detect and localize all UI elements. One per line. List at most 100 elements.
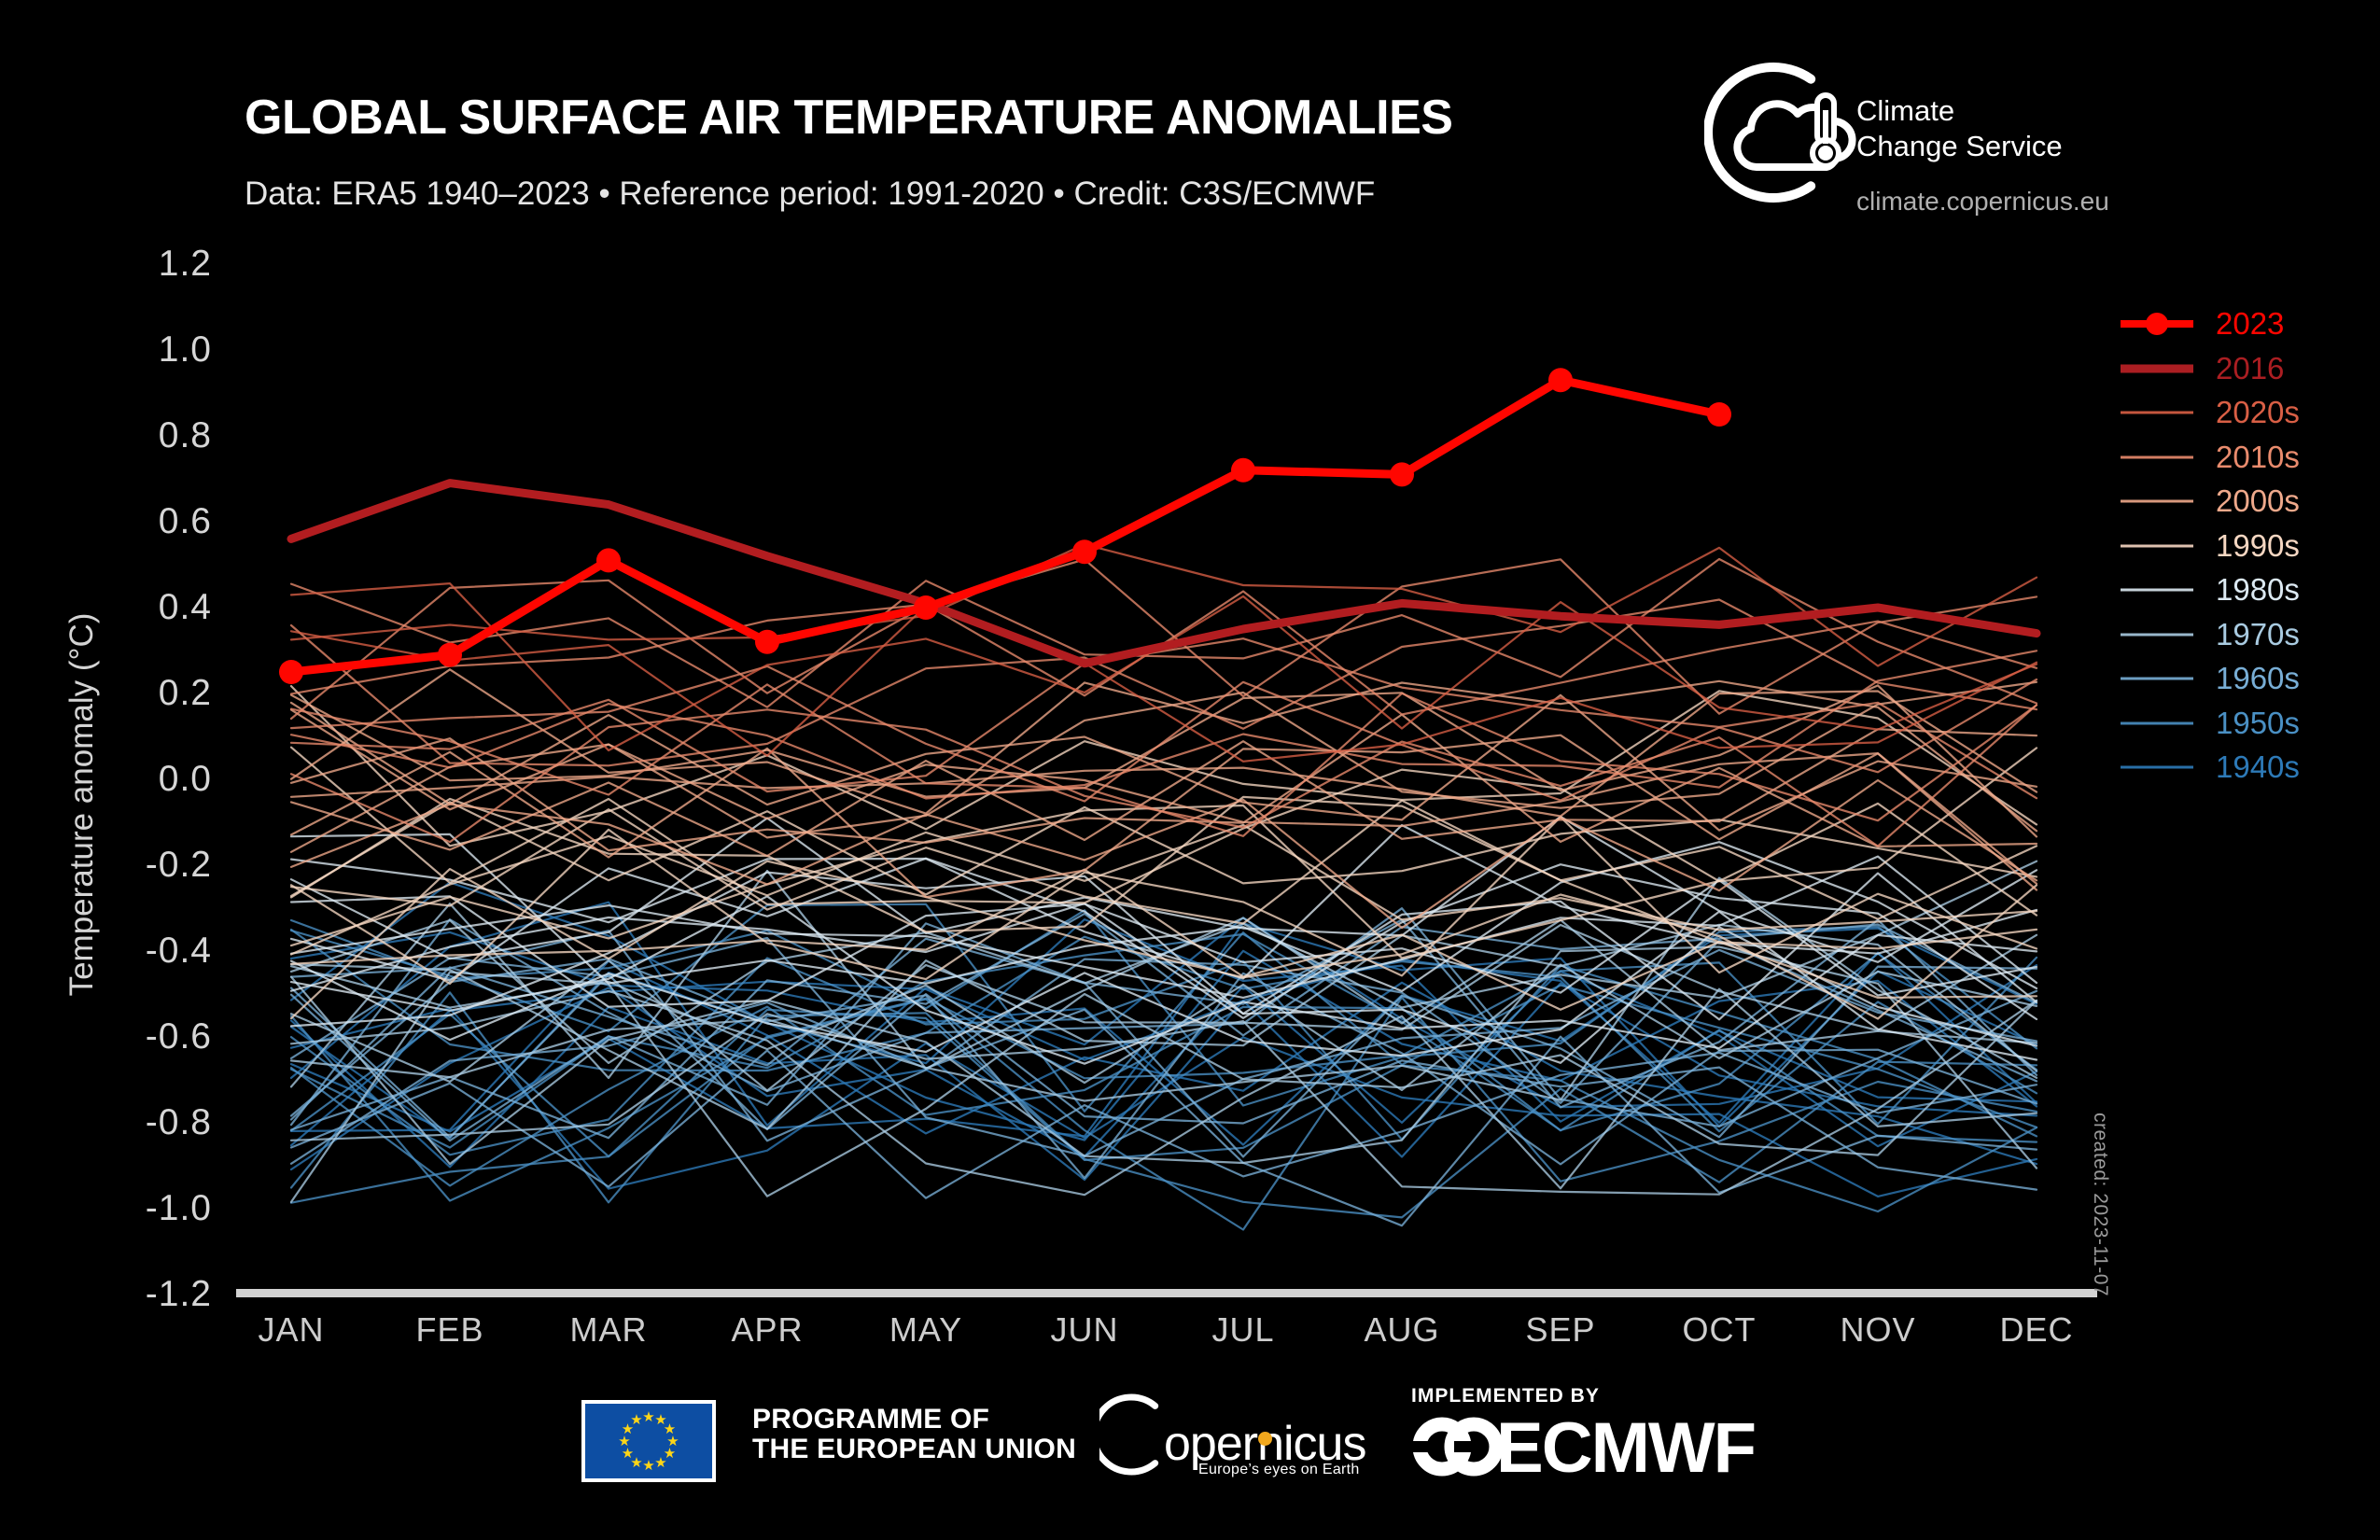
year-line-2006 — [289, 690, 2038, 818]
year-line-1981 — [289, 855, 2038, 1000]
year-line-2017 — [289, 558, 2038, 721]
y-tick-label-0.4: 0.4 — [158, 587, 212, 627]
year-line-2007 — [289, 668, 2038, 833]
legend-swatch-1960s — [2121, 677, 2193, 680]
legend-label-2023: 2023 — [2216, 306, 2285, 341]
legend-label-1960s: 1960s — [2216, 661, 2300, 695]
legend-item-2016: 2016 — [2119, 348, 2284, 389]
x-tick-label-FEB: FEB — [415, 1310, 484, 1349]
eu-star-icon: ★ — [642, 1458, 655, 1474]
year-line-1988 — [289, 815, 2038, 963]
year-line-1955 — [289, 991, 2038, 1219]
x-tick-label-NOV: NOV — [1840, 1310, 1916, 1349]
legend-label-2020s: 2020s — [2216, 395, 2300, 429]
series-2023-marker-MAR — [596, 548, 621, 573]
eu-star-icon: ★ — [618, 1434, 631, 1449]
legend-swatch-1940s — [2121, 765, 2193, 769]
legend-item-1990s: 1990s — [2119, 525, 2300, 567]
year-line-2001 — [289, 728, 2038, 858]
x-tick-label-DEC: DEC — [1999, 1310, 2074, 1349]
y-tick-label-0.8: 0.8 — [158, 415, 212, 455]
legend-swatch-1990s — [2121, 544, 2193, 547]
year-line-1963 — [289, 912, 2038, 1140]
y-tick-label--1.2: -1.2 — [145, 1274, 212, 1314]
y-tick-label-0.0: 0.0 — [158, 759, 212, 799]
eu-programme-line1: PROGRAMME OF — [752, 1404, 990, 1435]
series-line-2016 — [287, 479, 2041, 668]
y-tick-label--0.6: -0.6 — [145, 1016, 212, 1057]
year-line-2020 — [289, 543, 2038, 667]
eu-flag-stars: ★ ★ ★ ★ ★ ★ ★ ★ ★ ★ ★ ★ — [585, 1404, 712, 1478]
y-tick-label-1.0: 1.0 — [158, 329, 212, 370]
year-line-2008 — [289, 734, 2038, 899]
year-line-1972 — [289, 923, 2038, 1092]
eu-programme-line2: THE EUROPEAN UNION — [752, 1434, 1076, 1464]
year-line-1979 — [289, 876, 2038, 1102]
x-tick-label-OCT: OCT — [1682, 1310, 1757, 1349]
legend-item-2020s: 2020s — [2119, 392, 2300, 433]
legend-label-2010s: 2010s — [2216, 439, 2300, 474]
eu-star-icon: ★ — [642, 1409, 655, 1425]
legend-item-1970s: 1970s — [2119, 614, 2300, 655]
eu-star-icon: ★ — [663, 1421, 677, 1437]
eu-programme-label: PROGRAMME OF THE EUROPEAN UNION — [752, 1405, 1076, 1464]
year-line-1975 — [289, 945, 2038, 1169]
legend-swatch-2000s — [2121, 499, 2193, 503]
x-tick-label-JUL: JUL — [1211, 1310, 1275, 1349]
year-line-2018 — [289, 598, 2038, 767]
year-line-1965 — [289, 1049, 2038, 1199]
ecmwf-logo-icon — [1403, 1411, 1507, 1484]
legend-label-1990s: 1990s — [2216, 527, 2300, 563]
chart-subtitle: Data: ERA5 1940–2023 • Reference period:… — [245, 175, 1376, 212]
year-line-1998 — [289, 684, 2038, 847]
legend-item-2000s: 2000s — [2119, 481, 2300, 522]
y-tick-label--1.0: -1.0 — [145, 1188, 212, 1228]
year-line-2015 — [289, 590, 2038, 716]
eu-star-icon: ★ — [654, 1412, 667, 1429]
eu-star-icon: ★ — [621, 1421, 635, 1437]
eu-flag: ★ ★ ★ ★ ★ ★ ★ ★ ★ ★ ★ ★ — [581, 1400, 716, 1482]
year-line-1995 — [289, 799, 2038, 925]
eu-star-icon: ★ — [621, 1446, 635, 1462]
year-line-1980 — [289, 871, 2038, 1028]
series-2023-marker-SEP — [1548, 368, 1573, 393]
year-line-1996 — [289, 802, 2038, 959]
created-date-watermark: created: 2023-11-07 — [2090, 1113, 2111, 1297]
c3s-cloud-thermometer-icon — [1702, 54, 1863, 217]
year-line-2010 — [289, 650, 2038, 800]
year-line-1987 — [289, 823, 2038, 980]
legend-item-2023: 2023 — [2119, 303, 2284, 344]
year-line-1993 — [289, 868, 2038, 1011]
year-line-1997 — [289, 746, 2038, 906]
year-line-1977 — [289, 860, 2038, 1065]
year-line-1992 — [289, 860, 2038, 1020]
year-line-1976 — [289, 999, 2038, 1196]
year-line-1961 — [289, 918, 2038, 1142]
year-line-2021 — [289, 605, 2038, 763]
legend-item-1980s: 1980s — [2119, 569, 2300, 610]
legend-item-1940s: 1940s — [2119, 747, 2300, 788]
year-line-1984 — [289, 910, 2038, 1061]
series-2023-marker-AUG — [1390, 462, 1414, 487]
service-name-line2: Change Service — [1856, 130, 2063, 162]
year-line-1994 — [289, 816, 2038, 986]
year-line-2019 — [289, 557, 2038, 708]
chart-title: GLOBAL SURFACE AIR TEMPERATURE ANOMALIES — [245, 91, 1453, 145]
copernicus-tagline: Europe’s eyes on Earth — [1198, 1462, 1360, 1477]
series-2023-marker-JUL — [1231, 457, 1255, 483]
legend-swatch-2020s — [2121, 411, 2193, 414]
x-tick-label-APR: APR — [731, 1310, 804, 1349]
legend-label-1950s: 1950s — [2216, 705, 2300, 740]
series-2023-marker-FEB — [438, 642, 462, 667]
legend-swatch-2016 — [2121, 364, 2193, 372]
year-line-2000 — [289, 778, 2038, 930]
legend-swatch-2010s — [2121, 455, 2193, 458]
legend-swatch-1970s — [2121, 633, 2193, 636]
year-line-1967 — [289, 937, 2038, 1158]
legend-swatch-2023 — [2121, 313, 2193, 335]
ecmwf-wordmark: ECMWF — [1496, 1408, 1757, 1488]
eu-star-icon: ★ — [666, 1434, 679, 1449]
series-2023-marker-OCT — [1707, 402, 1731, 427]
x-axis-line — [236, 1289, 2097, 1297]
